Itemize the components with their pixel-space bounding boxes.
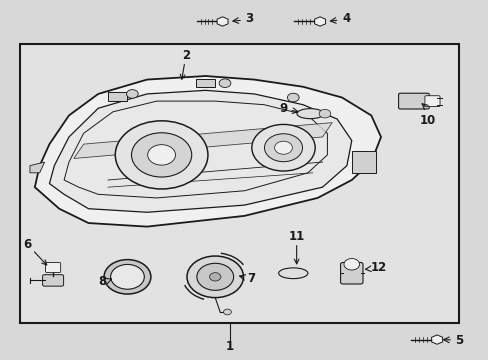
Polygon shape — [314, 17, 325, 26]
Bar — [20, 44, 458, 323]
Circle shape — [274, 141, 292, 154]
Circle shape — [251, 125, 315, 171]
FancyBboxPatch shape — [42, 275, 63, 286]
Circle shape — [287, 93, 299, 102]
Circle shape — [131, 133, 191, 177]
Text: 1: 1 — [225, 340, 233, 353]
Polygon shape — [30, 162, 44, 173]
Circle shape — [126, 90, 138, 98]
Bar — [195, 79, 215, 87]
Text: 8: 8 — [98, 275, 106, 288]
Circle shape — [110, 265, 144, 289]
Circle shape — [197, 263, 233, 291]
Bar — [108, 92, 127, 101]
Circle shape — [186, 256, 243, 298]
FancyBboxPatch shape — [45, 262, 61, 273]
Circle shape — [219, 79, 230, 87]
Circle shape — [147, 145, 175, 165]
Bar — [20, 44, 458, 323]
Ellipse shape — [296, 109, 323, 119]
Circle shape — [104, 260, 151, 294]
Text: 3: 3 — [245, 12, 253, 25]
Text: 2: 2 — [180, 49, 190, 79]
Polygon shape — [49, 90, 351, 212]
FancyBboxPatch shape — [351, 151, 375, 173]
Text: 7: 7 — [246, 272, 255, 285]
FancyBboxPatch shape — [398, 93, 428, 109]
Text: 10: 10 — [418, 114, 435, 127]
Polygon shape — [74, 123, 331, 158]
Circle shape — [343, 258, 359, 270]
Ellipse shape — [278, 268, 307, 279]
FancyBboxPatch shape — [340, 262, 362, 284]
Text: 12: 12 — [369, 261, 386, 274]
Circle shape — [115, 121, 207, 189]
Polygon shape — [35, 76, 380, 226]
Text: 4: 4 — [341, 12, 349, 25]
Circle shape — [264, 134, 302, 162]
Circle shape — [209, 273, 221, 281]
Text: 6: 6 — [23, 238, 47, 265]
Text: 5: 5 — [454, 334, 463, 347]
Text: 9: 9 — [279, 103, 287, 116]
Polygon shape — [431, 335, 442, 344]
FancyBboxPatch shape — [424, 96, 439, 107]
Circle shape — [223, 309, 231, 315]
Circle shape — [319, 109, 330, 118]
Polygon shape — [217, 17, 227, 26]
Text: 11: 11 — [288, 230, 304, 264]
